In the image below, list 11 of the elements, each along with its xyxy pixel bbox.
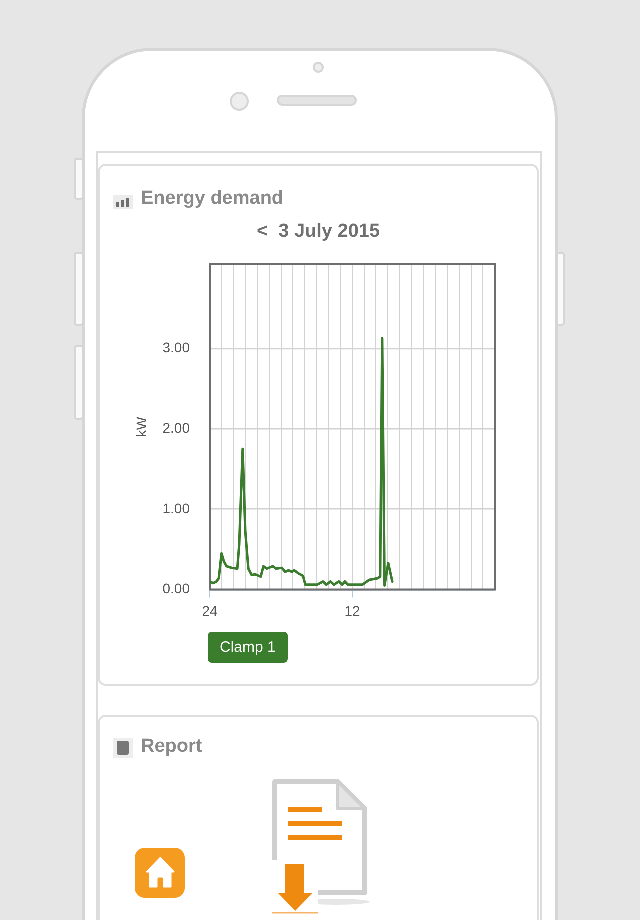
y-axis-title: kW: [133, 416, 150, 437]
text: Clamp 1: [208, 632, 288, 663]
y-tick-label: 0.00: [162, 580, 190, 596]
y-tick-label: 3.00: [162, 339, 190, 356]
y-tick-label: 2.00: [162, 420, 190, 436]
y-tick-label: 1.00: [162, 500, 190, 516]
text: Report: [141, 735, 202, 759]
x-tick-label: 24: [202, 602, 218, 619]
chart-subtitle: < 3 July 2015: [256, 221, 382, 243]
chart-title: Energy demand: [141, 187, 284, 211]
x-tick-label: 12: [344, 602, 360, 619]
